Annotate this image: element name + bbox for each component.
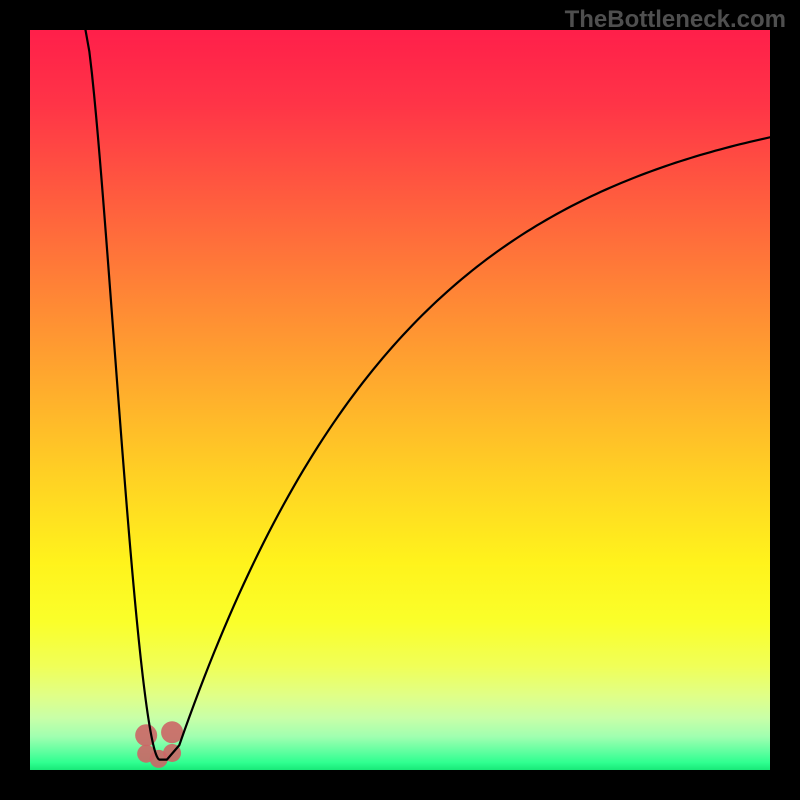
curve-layer — [30, 30, 770, 770]
plot-area — [30, 30, 770, 770]
curve-blobs — [135, 721, 183, 768]
watermark-text: TheBottleneck.com — [565, 6, 786, 34]
curve-blob — [161, 721, 183, 743]
bottleneck-curve — [86, 30, 771, 760]
